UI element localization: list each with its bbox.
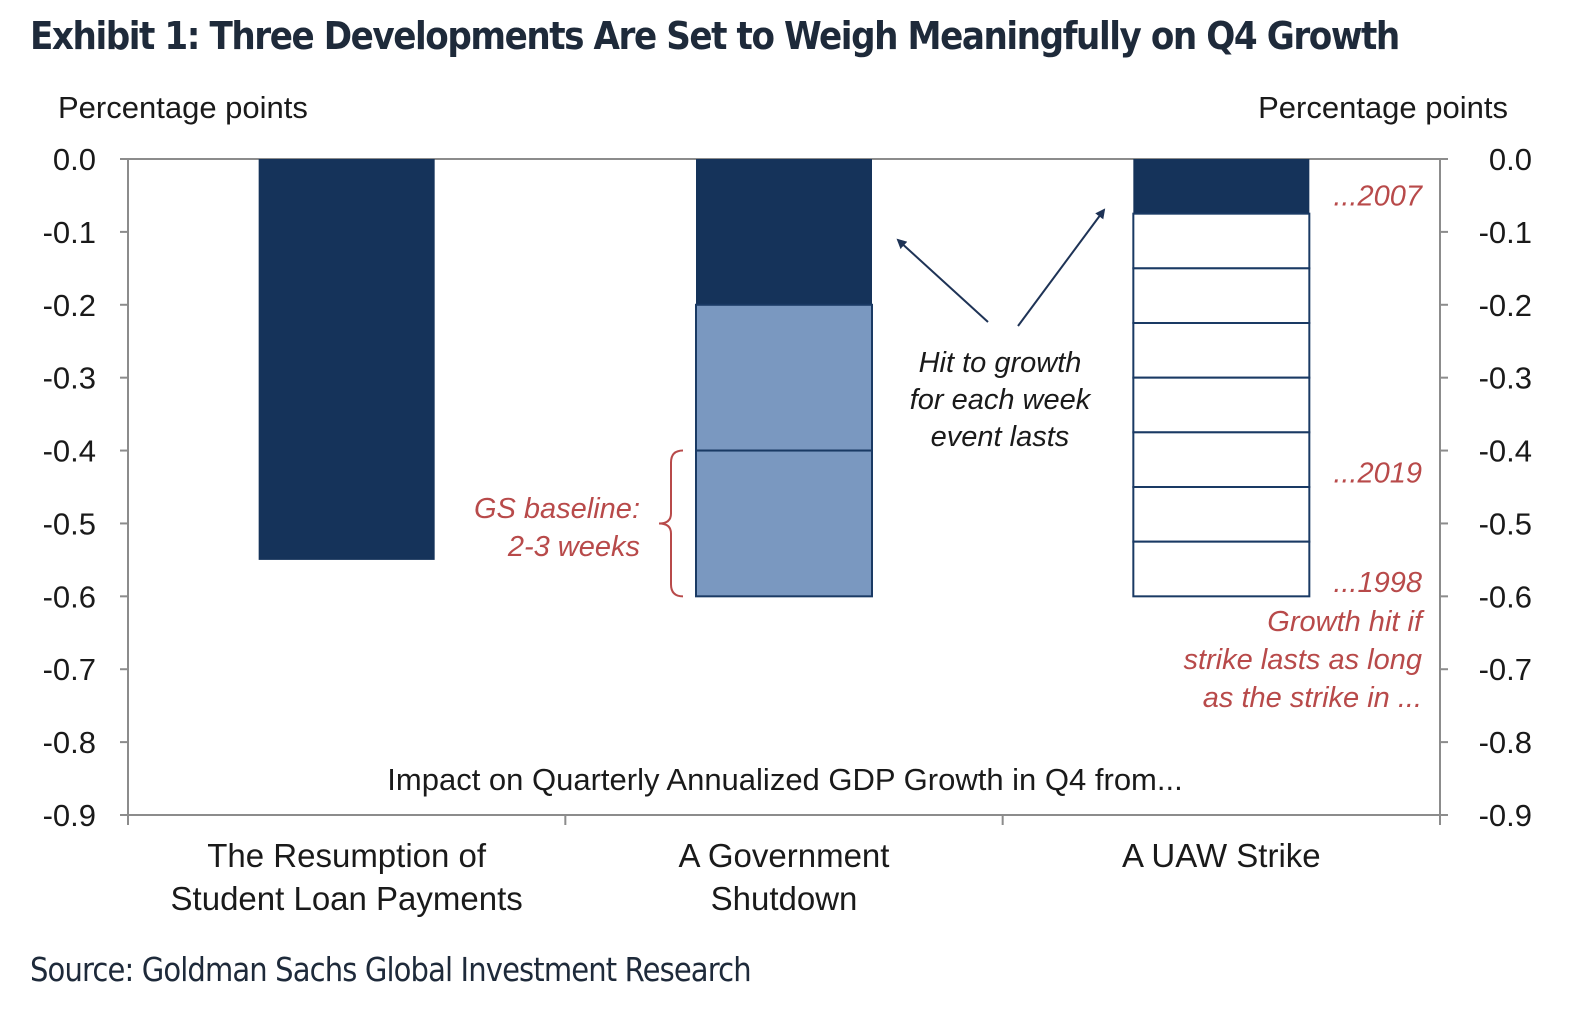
bar-segment [1132,540,1311,598]
bar-segment [1132,486,1311,543]
bar-segment [1132,212,1311,270]
chart-subtitle: Impact on Quarterly Annualized GDP Growt… [387,762,1182,797]
strike-year-label: ...2007 [1333,180,1424,212]
category-label: The Resumption of [207,837,487,874]
category-label: A Government [679,837,890,874]
bar-segment [1132,322,1311,379]
hit-to-growth-note: event lasts [931,421,1070,453]
bar-segment [695,449,873,598]
hit-to-growth-note: Hit to growth [919,347,1082,379]
y-tick-label-right: -0.8 [1479,725,1532,760]
category-label: Student Loan Payments [171,880,523,917]
y-tick-label-left: 0.0 [53,142,96,177]
strike-note: as the strike in ... [1203,682,1422,714]
bar-segment [696,159,872,305]
y-tick-label-left: -0.6 [43,579,96,614]
y-tick-label-right: -0.6 [1479,579,1532,614]
category-label: Shutdown [711,880,858,917]
category-label: A UAW Strike [1122,837,1321,874]
strike-year-label: ...2019 [1333,457,1422,489]
y-tick-label-left: -0.1 [43,215,96,250]
source-note: Source: Goldman Sachs Global Investment … [30,950,752,989]
page-title: Exhibit 1: Three Developments Are Set to… [30,14,1400,58]
arrow-to-strike [1017,208,1106,327]
chart-bars [258,159,1311,598]
y-tick-label-left: -0.7 [43,652,96,687]
y-tick-label-left: -0.8 [43,725,96,760]
bar-segment [1133,159,1310,214]
strike-note: strike lasts as long [1183,644,1422,676]
y-tick-label-left: -0.2 [43,288,96,323]
bar-segment [695,303,873,452]
strike-note: Growth hit if [1267,606,1425,638]
bar-segment [1132,431,1311,489]
bar-segment [1132,376,1311,434]
right-axis-unit-label: Percentage points [1258,90,1508,125]
chart-annotations: Hit to growth for each week event lasts GS … [474,180,1425,714]
arrow-to-shutdown [896,238,989,323]
bar-segment [258,159,435,560]
baseline-bracket [658,449,684,598]
y-tick-label-right: -0.9 [1479,798,1532,833]
y-tick-label-left: -0.9 [43,798,96,833]
baseline-note: GS baseline: [474,493,640,525]
bar-segment [1132,267,1311,325]
y-tick-label-right: -0.1 [1479,215,1532,250]
baseline-note: 2-3 weeks [507,531,640,563]
y-tick-label-right: -0.5 [1479,506,1532,541]
strike-year-label: ...1998 [1333,567,1422,599]
category-labels: The Resumption of Student Loan Payments A … [171,837,1321,917]
left-axis-unit-label: Percentage points [58,90,308,125]
y-tick-labels: 0.0 0.0 -0.1 -0.1 -0.2 -0.2 -0.3 -0.3 -0.4 -0.4 -0… [43,142,1532,833]
y-tick-label-right: -0.3 [1479,361,1532,396]
y-tick-label-right: -0.2 [1479,288,1532,323]
y-tick-label-left: -0.3 [43,361,96,396]
y-tick-label-left: -0.4 [43,434,96,469]
y-tick-label-right: 0.0 [1489,142,1532,177]
y-tick-label-left: -0.5 [43,506,96,541]
y-tick-label-right: -0.7 [1479,652,1532,687]
hit-to-growth-note: for each week [910,384,1092,416]
y-tick-label-right: -0.4 [1479,434,1532,469]
